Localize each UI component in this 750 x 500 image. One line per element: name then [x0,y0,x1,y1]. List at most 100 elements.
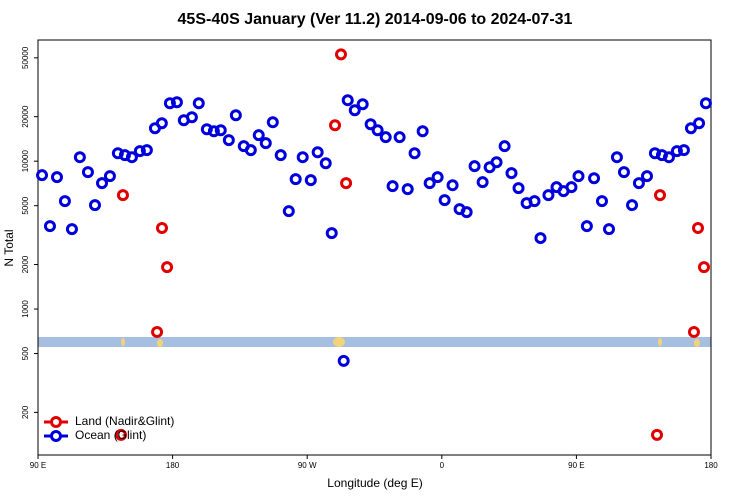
point [379,131,392,144]
point [65,223,78,236]
legend-label: Ocean (Glint) [75,428,146,442]
plot-frame [37,39,712,456]
point [528,195,541,208]
point [476,176,489,189]
point [163,97,176,110]
legend-label: Land (Nadir&Glint) [75,414,174,428]
x-tick-label: 90 W [298,461,317,470]
point [274,149,287,162]
point [161,261,174,274]
point [207,125,220,138]
point [244,144,257,157]
point [498,140,511,153]
y-tick-label: 200 [21,405,30,419]
point [610,151,623,164]
point [296,151,309,164]
point [50,171,63,184]
x-tick-label: 180 [166,461,180,470]
point [222,134,235,147]
point [155,117,168,130]
point [460,206,473,219]
point [356,98,369,111]
x-tick-label: 0 [440,461,445,470]
legend-marker [50,430,62,442]
point [699,97,712,110]
point [214,124,227,137]
land-patch [121,338,125,346]
point [103,170,116,183]
point [259,137,272,150]
point [693,117,706,130]
point [651,428,664,441]
x-tick-label: 90 E [568,461,584,470]
y-tick-label: 50000 [21,46,30,69]
point [505,167,518,180]
point [684,122,697,135]
point [691,222,704,235]
point [170,96,183,109]
point [542,189,555,202]
point [304,174,317,187]
chart-title: 45S-40S January (Ver 11.2) 2014-09-06 to… [178,11,573,28]
point [289,173,302,186]
point [266,116,279,129]
point [185,111,198,124]
point [36,169,49,182]
x-tick-label: 90 E [30,461,46,470]
point [603,223,616,236]
point [311,146,324,159]
point [334,48,347,61]
point [140,144,153,157]
point [43,220,56,233]
y-tick-label: 20000 [21,105,30,128]
point [446,179,459,192]
point [364,118,377,131]
point [588,172,601,185]
x-tick-label: 180 [704,461,718,470]
point [490,156,503,169]
point [329,119,342,132]
point [371,124,384,137]
point [640,170,653,183]
point [512,182,525,195]
point [133,145,146,158]
y-tick-label: 500 [21,346,30,360]
point [617,166,630,179]
point [670,145,683,158]
point [534,232,547,245]
point [155,222,168,235]
land-patch [658,338,662,346]
point [96,177,109,190]
y-axis-label: N Total [2,229,16,266]
point [438,194,451,207]
point [81,166,94,179]
point [88,199,101,212]
point [58,195,71,208]
legend-marker [50,416,62,428]
map-strip [38,337,711,347]
point [252,129,265,142]
point [572,170,585,183]
land-patch [333,337,345,347]
point [662,151,675,164]
point [580,220,593,233]
land-patch [694,339,700,347]
point [116,189,129,202]
point [386,180,399,193]
point [697,261,710,274]
point [337,354,350,367]
point [282,205,295,218]
point [319,157,332,170]
point [654,189,667,202]
point [677,144,690,157]
point [348,104,361,117]
x-axis-label: Longitude (deg E) [327,476,422,490]
y-tick-label: 5000 [21,196,30,214]
point [632,177,645,190]
point [125,151,138,164]
point [401,183,414,196]
point [151,325,164,338]
